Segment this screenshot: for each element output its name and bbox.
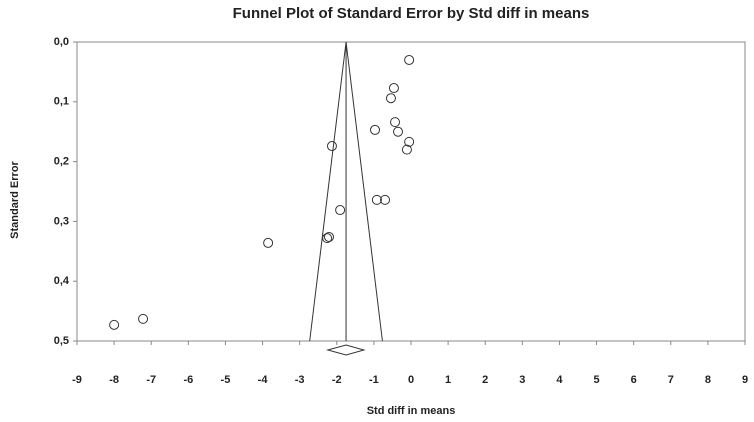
x-tick-label: 7 bbox=[668, 374, 674, 386]
study-point bbox=[322, 233, 333, 244]
x-tick-label: -6 bbox=[183, 374, 193, 386]
x-tick-label: -8 bbox=[109, 374, 119, 386]
study-point bbox=[335, 205, 346, 216]
y-tick-label: 0,5 bbox=[54, 335, 69, 347]
plot-frame bbox=[76, 41, 746, 342]
study-point bbox=[323, 231, 334, 242]
study-point bbox=[404, 136, 415, 147]
study-point bbox=[390, 117, 401, 128]
study-point bbox=[370, 124, 381, 135]
study-point bbox=[385, 93, 396, 104]
x-tick-label: 5 bbox=[593, 374, 599, 386]
x-tick-label: -1 bbox=[369, 374, 379, 386]
x-tick-label: -2 bbox=[332, 374, 342, 386]
study-point bbox=[109, 319, 120, 330]
study-point bbox=[371, 194, 382, 205]
study-point bbox=[404, 54, 415, 65]
study-point bbox=[138, 313, 149, 324]
study-point bbox=[393, 126, 404, 137]
x-tick-label: -7 bbox=[146, 374, 156, 386]
x-tick-label: 8 bbox=[705, 374, 711, 386]
funnel-right bbox=[345, 41, 383, 342]
y-tick-label: 0,4 bbox=[54, 275, 70, 287]
study-point bbox=[326, 141, 337, 152]
chart-title: Funnel Plot of Standard Error by Std dif… bbox=[233, 5, 590, 22]
x-tick-label: 0 bbox=[408, 374, 414, 386]
study-point bbox=[388, 83, 399, 94]
summary-diamond bbox=[325, 344, 366, 356]
x-tick-label: 6 bbox=[631, 374, 637, 386]
study-point bbox=[380, 194, 391, 205]
x-tick-label: 2 bbox=[482, 374, 488, 386]
x-tick-label: -4 bbox=[258, 374, 269, 386]
y-tick-label: 0,1 bbox=[54, 96, 69, 108]
x-tick-label: -3 bbox=[295, 374, 305, 386]
study-point bbox=[263, 237, 274, 248]
y-tick-label: 0,3 bbox=[54, 215, 69, 227]
study-point bbox=[401, 144, 412, 155]
funnel-left bbox=[309, 41, 347, 342]
y-tick-label: 0,0 bbox=[54, 36, 69, 48]
x-tick-label: 4 bbox=[556, 374, 563, 386]
x-axis-label: Std diff in means bbox=[367, 405, 456, 417]
x-tick-label: -5 bbox=[221, 374, 231, 386]
x-tick-label: 3 bbox=[519, 374, 525, 386]
y-tick-label: 0,2 bbox=[54, 156, 69, 168]
x-tick-label: 1 bbox=[445, 374, 451, 386]
x-tick-label: -9 bbox=[72, 374, 82, 386]
y-axis-label: Standard Error bbox=[9, 160, 21, 238]
x-tick-label: 9 bbox=[742, 374, 748, 386]
